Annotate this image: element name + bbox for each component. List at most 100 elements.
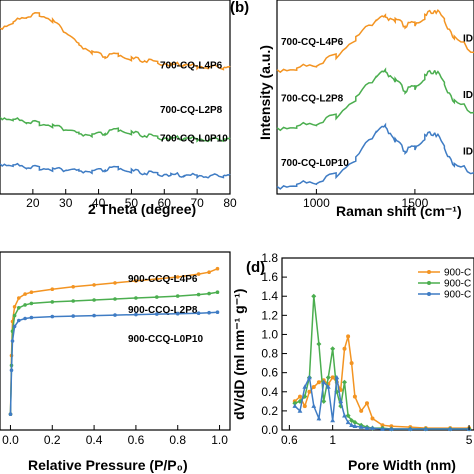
legend-marker (427, 281, 431, 285)
ytick-label: 0.0 (261, 423, 278, 437)
panel-a-xlabel: 2 Theta (degree) (88, 201, 196, 217)
psd-point (292, 403, 298, 408)
isotherm-point (17, 306, 21, 310)
psd-point (447, 426, 453, 431)
psd-point (389, 426, 394, 431)
isotherm-point (17, 318, 21, 323)
isotherm-point (175, 294, 180, 298)
isotherm-point (113, 313, 117, 317)
psd-point (380, 426, 385, 431)
psd-point (297, 408, 303, 413)
psd-line (294, 336, 470, 429)
isotherm-point (92, 283, 96, 287)
isotherm-point (113, 281, 117, 285)
isotherm-point (215, 266, 220, 271)
isotherm-point (134, 279, 138, 283)
isotherm-point (50, 287, 55, 292)
isotherm-point (134, 296, 138, 300)
psd-point (302, 404, 307, 409)
xtick-label: 1000 (303, 196, 330, 210)
ytick-label: 0.4 (261, 385, 278, 399)
legend-marker (427, 270, 431, 274)
panel-d-ylabel: dV/dD (ml nm⁻¹ g⁻¹) (231, 289, 247, 420)
panel-b-ylabel: Intensity (a.u.) (257, 45, 273, 140)
isotherm-point (134, 312, 138, 317)
psd-point (352, 423, 358, 428)
raman-series-line (276, 122, 474, 190)
psd-point (358, 424, 364, 429)
psd-point (325, 374, 331, 380)
psd-point (307, 389, 312, 394)
xrd-series-line (0, 12, 231, 71)
isotherm-point (17, 296, 21, 300)
raman-id-annotation: ID (463, 147, 473, 158)
isotherm-point (175, 311, 180, 316)
psd-point (342, 379, 348, 385)
isotherm-point (71, 314, 75, 318)
xtick-label: 5 (466, 433, 473, 447)
psd-point (311, 403, 317, 408)
xtick-label: 30 (59, 196, 73, 210)
xrd-series-line (0, 116, 231, 143)
isotherm-point (207, 291, 211, 296)
isotherm-point (10, 339, 15, 343)
psd-point (346, 334, 351, 339)
isotherm-point (23, 316, 27, 321)
psd-point (330, 375, 335, 380)
psd-point (389, 424, 394, 429)
psd-point (302, 384, 308, 389)
xtick-label: 60 (158, 196, 172, 210)
isotherm-point (215, 290, 220, 295)
isotherm-point (155, 312, 159, 316)
ytick-label: 1.2 (261, 308, 278, 322)
xtick-label: 70 (190, 196, 204, 210)
psd-point (349, 422, 354, 428)
xtick-label: 0.6 (281, 433, 298, 447)
psd-point (311, 385, 316, 389)
isotherm-line (9, 311, 218, 415)
xtick-label: 1500 (402, 196, 429, 210)
isotherm-point (8, 412, 13, 417)
isotherm-point (23, 303, 27, 307)
psd-point (364, 425, 370, 430)
isotherm-series-label: 900-CCQ-L2P8 (128, 305, 198, 316)
psd-point (345, 413, 351, 419)
legend-label: 900-C (444, 290, 471, 301)
xtick-label: 0.0 (2, 433, 19, 447)
isotherm-point (12, 324, 17, 329)
ytick-label: 1.4 (261, 289, 278, 303)
xrd-series-label: 700-CQ-L2P8 (160, 105, 223, 116)
ytick-label: 1.8 (261, 251, 278, 265)
ytick-label: 1.6 (261, 270, 278, 284)
legend-label: 900-C (444, 279, 471, 290)
psd-point (359, 408, 364, 413)
raman-id-annotation: ID (463, 90, 473, 101)
isotherm-point (196, 311, 201, 316)
psd-point (298, 394, 302, 399)
raman-id-annotation: ID (463, 33, 473, 44)
isotherm-point (71, 299, 75, 303)
isotherm-point (113, 297, 117, 301)
xtick-label: 0.6 (128, 433, 145, 447)
ytick-label: 0.2 (261, 404, 278, 418)
psd-point (330, 417, 336, 423)
isotherm-point (175, 275, 180, 279)
psd-point (321, 379, 327, 385)
panel-a-frame (0, 0, 231, 195)
isotherm-series-label: 900-CCQ-L4P6 (128, 274, 198, 285)
xrd-series-line (0, 162, 231, 180)
xtick-label: 50 (125, 196, 139, 210)
raman-series-line (276, 8, 474, 74)
psd-point (349, 361, 354, 366)
panel-c-frame (0, 251, 231, 431)
psd-point (342, 413, 347, 418)
panel-b-letter: (b) (230, 0, 249, 16)
psd-point (352, 419, 358, 425)
xtick-label: 1.0 (211, 433, 228, 447)
psd-point (325, 384, 331, 389)
isotherm-point (50, 300, 55, 304)
xtick-label: 0.2 (44, 433, 61, 447)
psd-point (370, 416, 375, 421)
